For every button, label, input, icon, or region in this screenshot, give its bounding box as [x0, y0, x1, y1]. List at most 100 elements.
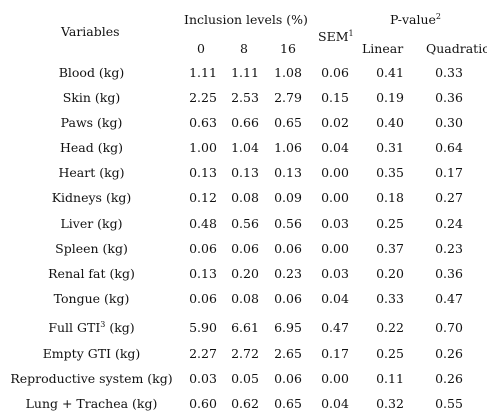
- table-row: Reproductive system (kg) 0.03 0.05 0.06 …: [0, 366, 487, 391]
- cell-quadratic: 0.64: [435, 140, 463, 156]
- cell-level-0: 1.11: [189, 65, 217, 80]
- cell-quadratic: 0.26: [435, 345, 463, 361]
- cell-level-0: 0.13: [189, 165, 217, 181]
- cell-level-0: 0.03: [189, 371, 217, 387]
- cell-linear: 0.19: [376, 90, 404, 106]
- cell-variable: Head (kg): [59, 140, 124, 156]
- cell-variable: Full GTI3 (kg): [0, 311, 183, 345]
- cell-level-16: 1.08: [274, 65, 302, 80]
- cell-quadratic: 0.23: [435, 240, 463, 256]
- cell-level-16: 2.65: [274, 345, 302, 361]
- cell-quadratic: 0.36: [435, 265, 463, 281]
- cell-sem: 0.15: [321, 90, 349, 106]
- cell-level-16: 1.06: [274, 140, 302, 156]
- table-row: Lung + Trachea (kg) 0.60 0.62 0.65 0.04 …: [0, 391, 487, 416]
- table-header: Variables Inclusion levels (%) 0 8 16 SE…: [0, 0, 487, 56]
- cell-level-16: 0.13: [274, 165, 302, 181]
- cell-linear: 0.25: [376, 345, 404, 361]
- table-row: Blood (kg) 1.11 1.11 1.08 0.06 0.41 0.33: [0, 60, 487, 85]
- cell-sem: 0.03: [321, 215, 349, 231]
- cell-level-16: 0.06: [274, 371, 302, 387]
- table-row: Spleen (kg) 0.06 0.06 0.06 0.00 0.37 0.2…: [0, 236, 487, 261]
- cell-level-0: 2.27: [189, 345, 217, 361]
- cell-variable: Kidneys (kg): [51, 190, 132, 206]
- cell-quadratic: 0.26: [435, 371, 463, 387]
- cell-variable: Heart (kg): [58, 165, 125, 181]
- cell-level-0: 0.13: [189, 265, 217, 281]
- table-row: Tongue (kg) 0.06 0.08 0.06 0.04 0.33 0.4…: [0, 286, 487, 311]
- cell-quadratic: 0.17: [435, 165, 463, 181]
- header-sem-footnote: 1: [348, 28, 354, 38]
- table-row: Paws (kg) 0.63 0.66 0.65 0.02 0.40 0.30: [0, 110, 487, 135]
- cell-level-0: 5.90: [189, 319, 217, 335]
- header-variables: Variables: [61, 24, 120, 39]
- cell-level-0: 1.00: [189, 140, 217, 156]
- cell-variable: Empty GTI (kg): [42, 345, 141, 361]
- cell-level-16: 0.23: [274, 265, 302, 281]
- cell-level-8: 0.66: [231, 115, 259, 131]
- cell-quadratic: 0.47: [435, 290, 463, 306]
- cell-variable: Spleen (kg): [55, 240, 128, 256]
- header-pvalue-footnote: 2: [435, 11, 442, 21]
- cell-variable: Skin (kg): [62, 90, 121, 106]
- header-inclusion-levels: Inclusion levels (%): [184, 12, 308, 27]
- cell-sem: 0.04: [321, 290, 349, 306]
- cell-variable: Liver (kg): [60, 215, 123, 231]
- cell-linear: 0.25: [376, 215, 404, 231]
- table-row: Full GTI3 (kg) 5.90 6.61 6.95 0.47 0.22 …: [0, 311, 487, 341]
- cell-variable: Renal fat (kg): [48, 265, 135, 281]
- header-level-16: 16: [280, 41, 296, 56]
- cell-variable: Tongue (kg): [53, 290, 130, 306]
- cell-level-8: 0.56: [231, 215, 259, 231]
- table-body: Blood (kg) 1.11 1.11 1.08 0.06 0.41 0.33…: [0, 60, 487, 416]
- cell-level-8: 0.05: [231, 371, 259, 387]
- cell-level-0: 0.12: [189, 190, 217, 206]
- cell-level-0: 0.06: [189, 240, 217, 256]
- cell-level-8: 0.08: [231, 190, 259, 206]
- cell-level-8: 1.11: [231, 65, 259, 80]
- header-pvalue-label: P-value: [390, 12, 436, 27]
- cell-linear: 0.18: [376, 190, 404, 206]
- cell-variable: Lung + Trachea (kg): [25, 396, 158, 412]
- cell-sem: 0.00: [321, 371, 349, 387]
- cell-sem: 0.17: [321, 345, 349, 361]
- cell-level-0: 0.60: [189, 396, 217, 412]
- cell-linear: 0.33: [376, 290, 404, 306]
- cell-level-16: 0.56: [274, 215, 302, 231]
- cell-linear: 0.40: [376, 115, 404, 131]
- cell-variable-unit: (kg): [105, 319, 135, 335]
- cell-level-8: 0.13: [231, 165, 259, 181]
- cell-level-8: 2.72: [231, 345, 259, 361]
- table-row: Head (kg) 1.00 1.04 1.06 0.04 0.31 0.64: [0, 135, 487, 160]
- cell-linear: 0.31: [376, 140, 404, 156]
- cell-linear: 0.41: [376, 65, 404, 80]
- header-sem: SEM1: [318, 29, 354, 44]
- cell-sem: 0.00: [321, 190, 349, 206]
- cell-sem: 0.04: [321, 140, 349, 156]
- cell-level-0: 0.06: [189, 290, 217, 306]
- cell-sem: 0.03: [321, 265, 349, 281]
- cell-level-16: 2.79: [274, 90, 302, 106]
- cell-level-8: 0.08: [231, 290, 259, 306]
- cell-sem: 0.47: [321, 319, 349, 335]
- cell-quadratic: 0.24: [435, 215, 463, 231]
- cell-level-0: 2.25: [189, 90, 217, 106]
- table-row: Skin (kg) 2.25 2.53 2.79 0.15 0.19 0.36: [0, 85, 487, 110]
- cell-level-16: 0.06: [274, 240, 302, 256]
- footnote-marker: 3: [100, 319, 106, 329]
- cell-linear: 0.35: [376, 165, 404, 181]
- cell-sem: 0.02: [321, 115, 349, 131]
- table-row: Kidneys (kg) 0.12 0.08 0.09 0.00 0.18 0.…: [0, 185, 487, 210]
- cell-sem: 0.00: [321, 240, 349, 256]
- table-row: Renal fat (kg) 0.13 0.20 0.23 0.03 0.20 …: [0, 261, 487, 286]
- cell-quadratic: 0.33: [435, 65, 463, 80]
- cell-linear: 0.11: [376, 371, 404, 387]
- cell-linear: 0.37: [376, 240, 404, 256]
- cell-quadratic: 0.27: [435, 190, 463, 206]
- cell-level-16: 6.95: [274, 319, 302, 335]
- cell-variable: Blood (kg): [58, 65, 125, 80]
- cell-variable: Paws (kg): [60, 115, 123, 131]
- cell-linear: 0.20: [376, 265, 404, 281]
- cell-level-16: 0.65: [274, 396, 302, 412]
